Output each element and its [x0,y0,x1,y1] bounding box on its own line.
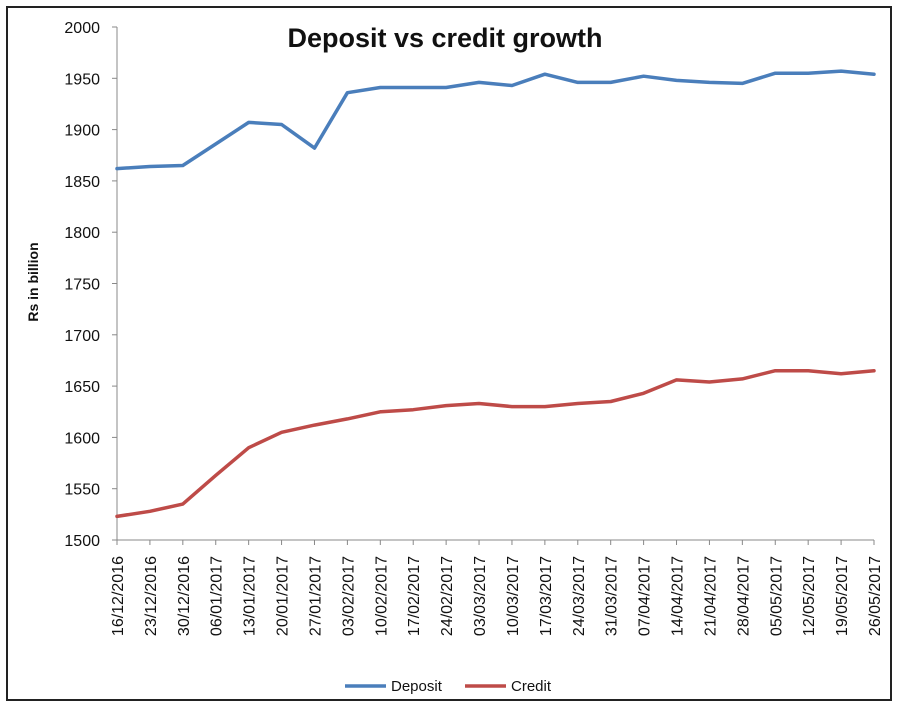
x-tick-label: 20/01/2017 [275,556,292,636]
deposit-legend-label: Deposit [391,678,443,695]
x-tick-label: 07/04/2017 [637,556,654,636]
y-tick-label: 1950 [64,71,100,88]
x-tick-label: 24/02/2017 [439,556,456,636]
x-tick-label: 21/04/2017 [702,556,719,636]
y-axis-ticks: 1500 1550 1600 1650 1700 1750 1800 1850 1900 1950… [64,20,117,550]
x-tick-label: 12/05/2017 [801,556,818,636]
x-tick-label: 03/03/2017 [472,556,489,636]
x-tick-label: 16/12/2016 [110,556,127,636]
deposit-line [115,69,876,171]
legend: Deposit Credit [345,678,552,695]
y-tick-label: 1600 [64,430,100,447]
x-tick-label: 28/04/2017 [735,556,752,636]
x-tick-label: 24/03/2017 [571,556,588,636]
x-tick-label: 03/02/2017 [340,556,357,636]
y-tick-label: 2000 [64,20,100,37]
x-tick-label: 27/01/2017 [307,556,324,636]
y-tick-label: 1850 [64,174,100,191]
x-tick-label: 06/01/2017 [209,556,226,636]
chart-title: Deposit vs credit growth [287,23,602,53]
y-tick-label: 1800 [64,225,100,242]
x-tick-label: 23/12/2016 [143,556,160,636]
y-axis-label: Rs in billion [25,242,41,321]
x-tick-label: 30/12/2016 [176,556,193,636]
series-lines [115,69,876,519]
x-tick-label: 17/02/2017 [406,556,423,636]
credit-legend-label: Credit [511,678,552,695]
x-tick-label: 19/05/2017 [834,556,851,636]
y-tick-label: 1750 [64,277,100,294]
x-tick-label: 10/03/2017 [505,556,522,636]
y-tick-label: 1900 [64,123,100,140]
credit-line [115,368,876,519]
x-tick-label: 31/03/2017 [604,556,621,636]
x-tick-label: 13/01/2017 [242,556,259,636]
x-tick-label: 10/02/2017 [373,556,390,636]
x-tick-label: 17/03/2017 [538,556,555,636]
y-tick-label: 1550 [64,482,100,499]
x-axis-ticks: 16/12/2016 23/12/2016 30/12/2016 06/01/2017… [110,540,884,636]
x-tick-label: 26/05/2017 [867,556,884,636]
chart-frame [6,6,892,701]
y-tick-label: 1700 [64,328,100,345]
x-tick-label: 14/04/2017 [670,556,687,636]
y-tick-label: 1650 [64,379,100,396]
y-tick-label: 1500 [64,533,100,550]
x-tick-label: 05/05/2017 [768,556,785,636]
